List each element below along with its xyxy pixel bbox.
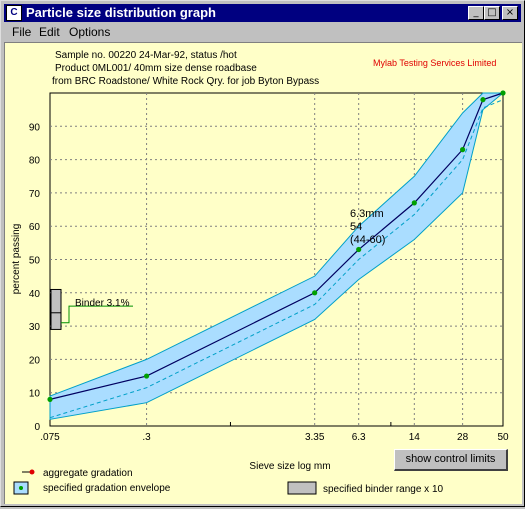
envelope-legend-marker — [19, 486, 23, 490]
gradation-point — [47, 396, 53, 402]
binder-range-legend-swatch — [287, 481, 317, 495]
show-control-limits-button[interactable]: show control limits — [394, 449, 508, 471]
window-title: Particle size distribution graph — [26, 5, 216, 20]
x-axis-label: Sieve size log mm — [249, 461, 330, 472]
close-button[interactable]: × — [502, 6, 518, 20]
aggregate-legend-label: aggregate gradation — [43, 468, 133, 479]
source-info: from BRC Roadstone/ White Rock Qry. for … — [52, 76, 319, 87]
binder-range-legend-label: specified binder range x 10 — [323, 484, 444, 495]
maximize-button[interactable]: □ — [484, 6, 500, 20]
x-tick-label: 50 — [497, 432, 509, 443]
tooltip-passing: 54 — [350, 221, 362, 233]
x-axis-ticks: .075 .3 3.35 6.3 14 28 50 — [40, 432, 509, 443]
envelope-legend-label: specified gradation envelope — [43, 483, 171, 494]
gradation-point — [460, 147, 466, 153]
sample-info: Sample no. 00220 24-Mar-92, status /hot — [55, 50, 237, 61]
y-tick-label: 50 — [29, 256, 41, 267]
gradation-points — [47, 90, 506, 402]
y-tick-label: 20 — [29, 355, 41, 366]
y-tick-label: 30 — [29, 322, 41, 333]
product-info: Product 0ML001/ 40mm size dense roadbase — [55, 63, 257, 74]
x-tick-label: .3 — [142, 432, 151, 443]
envelope-midline — [49, 99, 504, 419]
y-tick-label: 10 — [29, 389, 41, 400]
gradation-point — [500, 90, 506, 96]
menu-options[interactable]: Options — [69, 25, 111, 39]
binder-leader-line — [61, 305, 133, 324]
x-tick-label: 3.35 — [305, 432, 325, 443]
x-tick-label: 14 — [409, 432, 421, 443]
menu-bar: File Edit Options — [4, 23, 521, 41]
y-tick-label: 90 — [29, 122, 41, 133]
x-tick-label: 28 — [457, 432, 469, 443]
x-tick-label: 6.3 — [352, 432, 366, 443]
app-icon[interactable]: C — [6, 5, 22, 21]
aggregate-legend-marker — [29, 469, 35, 475]
gradation-point — [480, 97, 486, 103]
graph-area: Sample no. 00220 24-Mar-92, status /hot … — [4, 42, 522, 504]
title-bar[interactable]: C Particle size distribution graph _ □ × — [4, 4, 521, 22]
gradation-point — [312, 290, 318, 296]
gradation-envelope — [49, 92, 505, 420]
minimize-button[interactable]: _ — [468, 6, 484, 20]
tooltip-size: 6.3mm — [350, 208, 384, 220]
y-tick-label: 60 — [29, 222, 41, 233]
menu-file[interactable]: File — [12, 25, 32, 39]
particle-size-chart: Sample no. 00220 24-Mar-92, status /hot … — [11, 50, 509, 495]
x-tick-label: .075 — [40, 432, 60, 443]
binder-label: Binder 3.1% — [75, 298, 130, 309]
y-axis-label: percent passing — [11, 224, 22, 295]
y-tick-label: 0 — [34, 422, 40, 433]
y-tick-label: 70 — [29, 189, 41, 200]
gradation-point — [143, 373, 150, 379]
company-name: Mylab Testing Services Limited — [373, 58, 496, 68]
menu-edit[interactable]: Edit — [39, 25, 60, 39]
gradation-point — [356, 246, 362, 253]
y-tick-label: 40 — [29, 289, 41, 300]
binder-range-box — [50, 288, 62, 330]
y-tick-label: 80 — [29, 156, 41, 167]
y-axis-ticks: 0 10 20 30 40 50 60 70 80 90 — [29, 122, 41, 433]
aggregate-gradation-line — [49, 92, 504, 400]
gradation-point — [411, 200, 417, 206]
tooltip-range: (44-60) — [350, 234, 385, 246]
